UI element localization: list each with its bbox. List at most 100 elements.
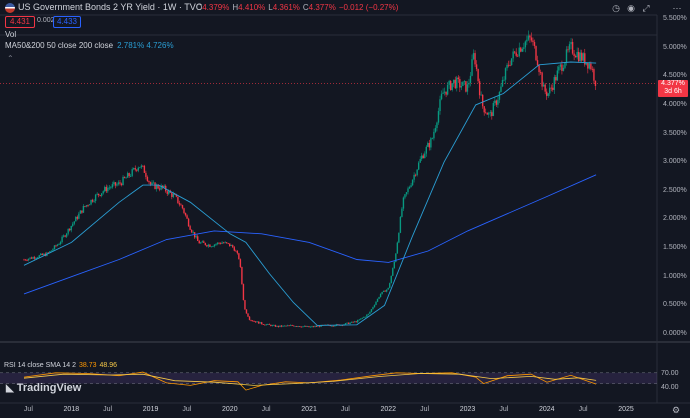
candle-body — [47, 252, 50, 254]
candle-body — [233, 247, 235, 251]
candle-body — [76, 216, 79, 219]
tradingview-logo[interactable]: ◣ TradingView — [6, 382, 81, 394]
candle-body — [579, 52, 581, 62]
candle-body — [320, 324, 322, 327]
candle-body — [96, 193, 98, 195]
candle-body — [521, 48, 524, 52]
candle-body — [475, 64, 478, 70]
candle-body — [241, 267, 243, 285]
maximize-icon[interactable]: ⤢ — [642, 3, 650, 13]
ohlc-key: O — [196, 3, 203, 12]
candle-body — [151, 182, 153, 185]
time-axis-label: 2019 — [142, 406, 159, 413]
candle-body — [104, 186, 106, 192]
candle-body — [465, 81, 467, 92]
clock-icon[interactable]: ◷ — [612, 3, 620, 13]
us-flag-icon — [5, 3, 15, 13]
candle-body — [113, 182, 115, 185]
more-icon[interactable]: ⋯ — [672, 3, 682, 13]
candle-body — [264, 324, 266, 326]
candle-body — [117, 182, 120, 185]
candle-body — [190, 229, 193, 233]
candle-body — [274, 325, 277, 327]
candle-body — [510, 58, 513, 66]
ma-indicator-legend[interactable]: MA50&200 50 close 200 close 2.781% 4.726% — [5, 41, 174, 50]
candle-body — [553, 77, 556, 90]
candle-body — [216, 242, 219, 245]
candle-body — [210, 246, 213, 248]
candle-body — [282, 325, 284, 327]
candle-body — [268, 323, 271, 325]
candle-body — [350, 321, 353, 323]
candle-body — [370, 309, 373, 312]
candle-body — [361, 317, 363, 319]
candle-body — [588, 63, 591, 69]
candle-body — [114, 182, 117, 186]
rsi-upper-level: 70.00 — [661, 370, 679, 377]
time-axis-label: 2023 — [459, 406, 476, 413]
candle-body — [404, 194, 406, 198]
time-axis-label: Jul — [340, 406, 350, 413]
candle-body — [503, 79, 505, 81]
candle-body — [425, 146, 427, 154]
candle-body — [443, 91, 446, 93]
rsi-sma-line — [23, 373, 597, 386]
candle-body — [332, 325, 335, 327]
candle-body — [552, 87, 554, 90]
time-axis[interactable]: Jul 2018 Jul 2019 Jul 2020 Jul 2021 Jul 2022 Jul 20… — [0, 403, 690, 418]
candle-body — [154, 182, 156, 190]
eye-icon[interactable]: ◉ — [627, 3, 635, 13]
candle-body — [381, 291, 383, 294]
candle-body — [486, 113, 488, 115]
candle-body — [262, 324, 264, 325]
price-axis-label: 2.500% — [663, 186, 687, 194]
candle-body — [88, 204, 91, 206]
candle-body — [417, 162, 420, 170]
candle-body — [457, 77, 459, 80]
candle-body — [26, 260, 28, 261]
candle-body — [93, 200, 95, 202]
candle-body — [416, 169, 418, 176]
candle-body — [536, 60, 539, 66]
candle-body — [421, 155, 423, 160]
candle-body — [238, 253, 240, 260]
candle-body — [224, 242, 226, 244]
volume-indicator-label[interactable]: Vol — [5, 30, 17, 39]
symbol-title[interactable]: US Government Bonds 2 YR Yield · 1W · TV… — [18, 2, 203, 12]
candle-body — [468, 82, 470, 85]
candle-body — [526, 39, 528, 42]
candle-body — [385, 289, 388, 292]
candle-body — [125, 177, 127, 179]
candle-body — [213, 244, 216, 247]
candle-body — [122, 176, 124, 186]
candle-body — [567, 49, 569, 51]
bid-price[interactable]: 4.431 — [5, 16, 35, 28]
candle-body — [49, 251, 51, 253]
candle-body — [396, 242, 399, 254]
candle-body — [24, 259, 27, 261]
time-axis-label: 2024 — [538, 406, 555, 413]
candle-body — [570, 41, 572, 45]
bar-countdown: 3d 6h — [664, 88, 682, 95]
candle-body — [302, 326, 304, 328]
candle-body — [300, 326, 303, 328]
price-axis-label: 3.500% — [663, 129, 687, 137]
candle-body — [250, 319, 252, 321]
rsi-legend[interactable]: RSI 14 close SMA 14 2 38.73 48.96 — [4, 362, 117, 369]
candle-body — [584, 53, 586, 65]
candle-body — [594, 80, 597, 86]
candle-body — [535, 46, 537, 61]
candle-body — [261, 322, 263, 325]
candle-body — [379, 293, 382, 298]
candle-body — [436, 122, 438, 128]
candle-body — [131, 169, 133, 176]
candle-body — [513, 51, 516, 53]
price-axis[interactable]: 5.500% 5.000% 4.500% 4.000% 3.500% 3.000% 2.50… — [657, 15, 690, 342]
candle-body — [129, 175, 132, 177]
ask-price[interactable]: 4.433 — [53, 16, 81, 28]
candle-body — [442, 92, 444, 94]
candle-body — [358, 319, 360, 321]
settings-icon[interactable]: ⚙ — [672, 405, 681, 415]
chevron-up-icon[interactable]: ⌃ — [7, 54, 14, 63]
